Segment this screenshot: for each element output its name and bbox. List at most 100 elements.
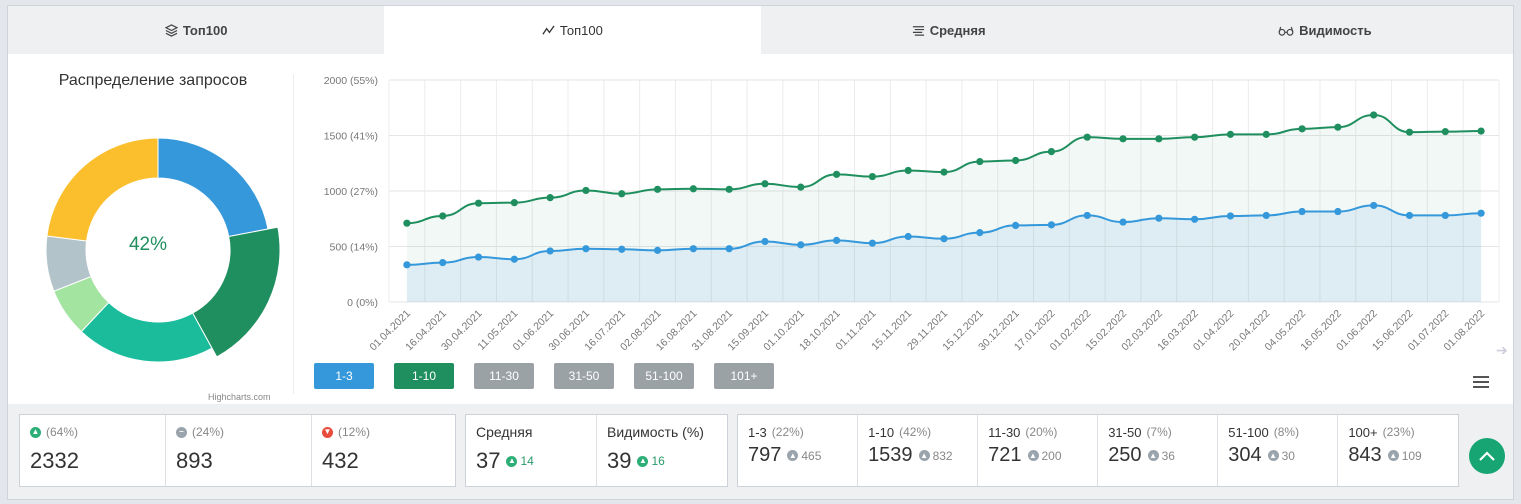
data-point[interactable] [1334,207,1342,216]
group-delta: 832 [932,448,953,463]
data-point[interactable] [439,258,447,267]
data-point[interactable] [582,245,590,253]
legend-button[interactable]: 1-10 [394,363,454,389]
group-stat: 1-10 (42%) 1539 ▲ 832 [858,415,979,486]
data-point[interactable] [1441,211,1449,220]
data-point[interactable] [1083,133,1091,141]
data-point[interactable] [1083,211,1091,220]
group-stat: 31-50 (7%) 250 ▲ 36 [1098,415,1219,486]
highcharts-credits[interactable]: Highcharts.com [208,392,271,402]
data-point[interactable] [1477,127,1485,135]
legend-button[interactable]: 101+ [714,363,774,389]
donut-slice[interactable] [46,137,159,242]
tab-label: Средняя [929,22,986,38]
data-point[interactable] [976,229,984,237]
data-point[interactable] [725,245,733,253]
data-point[interactable] [904,166,912,175]
data-point[interactable] [868,239,876,247]
data-point[interactable] [1047,221,1056,229]
data-point[interactable] [1334,123,1342,131]
data-point[interactable] [1405,211,1414,220]
scroll-right-icon[interactable]: ➔ [1496,342,1508,358]
data-point[interactable] [1370,111,1378,119]
data-point[interactable] [1012,156,1020,165]
data-point[interactable] [1191,133,1199,141]
data-point[interactable] [1226,130,1235,138]
group-value: 250 [1108,444,1142,466]
stat-title: Средняя [476,424,533,440]
data-point[interactable] [904,232,912,241]
data-point[interactable] [797,183,805,191]
data-point[interactable] [797,241,805,249]
donut-slice[interactable] [192,226,281,358]
group-pct: (42%) [899,425,932,439]
data-point[interactable] [618,245,626,253]
data-point[interactable] [1405,128,1414,136]
data-point[interactable] [653,185,662,193]
data-point[interactable] [618,190,626,198]
data-point[interactable] [1298,125,1306,133]
group-delta: 465 [801,448,822,463]
data-point[interactable] [582,186,590,195]
group-label: 1-10 [868,424,895,440]
legend-button[interactable]: 31-50 [554,363,614,389]
data-point[interactable] [689,185,697,193]
data-point[interactable] [761,180,769,188]
group-pct: (23%) [1382,425,1415,439]
data-point[interactable] [1298,207,1306,216]
data-point[interactable] [725,185,733,193]
data-point[interactable] [1477,209,1485,217]
stat-pct: (12%) [338,425,371,439]
tab-label: Видимость [1299,22,1372,38]
data-point[interactable] [868,172,876,181]
legend-button[interactable]: 51-100 [634,363,694,389]
data-point[interactable] [1262,211,1270,220]
legend-button[interactable]: 11-30 [474,363,534,389]
group-delta: 109 [1401,448,1422,463]
stat-average: Средняя 37 ▲ 14 [466,415,597,486]
data-point[interactable] [403,219,411,227]
data-point[interactable] [1119,218,1127,226]
stat-pct: (24%) [192,425,225,439]
data-point[interactable] [1370,201,1378,210]
data-point[interactable] [474,253,483,261]
data-point[interactable] [653,246,662,254]
data-point[interactable] [1262,130,1270,138]
data-point[interactable] [761,237,769,246]
layers-icon [164,23,178,37]
data-point[interactable] [832,236,841,244]
data-point[interactable] [832,170,841,178]
data-point[interactable] [1047,147,1056,156]
tab-top100-dynamics[interactable]: Топ100 [384,6,761,54]
chart-menu-icon[interactable] [1473,376,1489,390]
data-point[interactable] [510,199,518,207]
data-point[interactable] [940,168,948,176]
scroll-top-button[interactable] [1469,438,1505,474]
data-point[interactable] [1441,128,1449,136]
data-point[interactable] [510,255,518,263]
series-area [406,205,1482,302]
data-point[interactable] [403,261,411,269]
data-point[interactable] [439,212,447,220]
data-point[interactable] [1155,135,1163,143]
data-point[interactable] [1119,135,1127,143]
glasses-icon [1278,26,1294,36]
arrow-up-icon: ▲ [1027,450,1039,461]
tab-average[interactable]: Средняя [761,6,1137,54]
data-point[interactable] [940,235,948,243]
data-point[interactable] [1155,214,1163,222]
data-point[interactable] [689,245,697,253]
tab-top100-distribution[interactable]: Топ100 [8,6,384,54]
data-point[interactable] [546,247,554,255]
legend-button[interactable]: 1-3 [314,363,374,389]
group-stat: 1-3 (22%) 797 ▲ 465 [738,415,859,486]
data-point[interactable] [474,199,483,207]
data-point[interactable] [546,194,554,202]
donut-slice[interactable] [157,137,269,238]
y-tick-label: 1500 (41%) [324,131,378,143]
data-point[interactable] [976,157,984,166]
tab-visibility[interactable]: Видимость [1137,6,1513,54]
data-point[interactable] [1191,215,1199,223]
data-point[interactable] [1226,212,1235,220]
data-point[interactable] [1012,221,1020,230]
